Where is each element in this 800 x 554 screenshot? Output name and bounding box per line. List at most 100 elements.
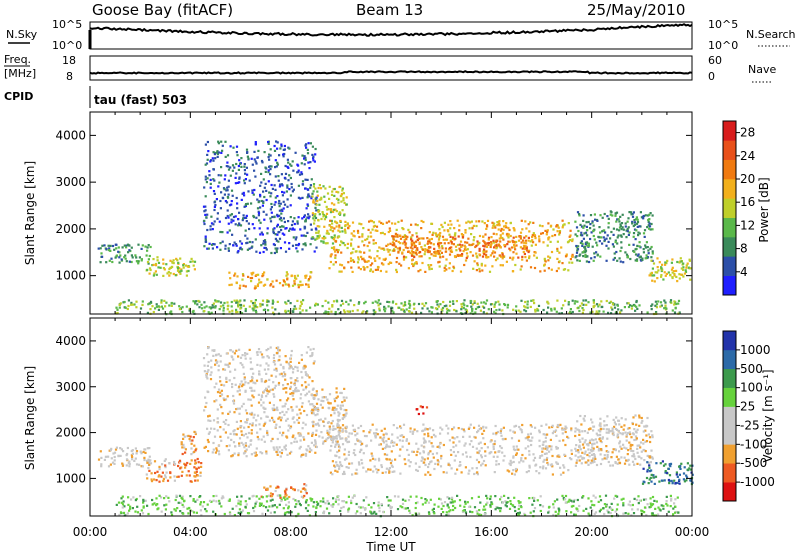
data-cell [220,174,223,177]
data-cell [305,207,308,210]
data-cell [286,417,289,420]
data-cell [324,214,327,217]
data-cell [273,149,277,152]
data-cell [193,450,196,453]
data-cell [123,244,126,247]
data-cell [448,246,451,250]
data-cell [376,433,379,436]
data-cell [466,304,469,308]
data-cell [414,502,418,505]
data-cell [269,346,272,349]
data-cell [521,258,524,261]
data-cell [493,225,496,228]
data-cell [304,454,308,457]
data-cell [496,430,499,434]
data-cell [289,194,292,197]
data-cell [659,462,662,465]
data-cell [276,406,279,409]
data-cell [341,464,344,468]
data-cell [615,211,619,214]
data-cell [318,234,321,237]
data-cell [279,147,282,150]
data-cell [204,175,207,178]
data-cell [632,235,635,238]
noise-tick-left-bottom: 10^0 [52,39,82,52]
data-cell [611,464,614,467]
data-cell [372,239,375,242]
data-cell [333,409,336,412]
data-cell [338,456,341,459]
power-colorbar-frame [722,120,737,296]
data-cell [243,299,246,302]
data-cell [232,400,235,403]
data-cell [312,201,315,204]
data-cell [458,224,461,227]
data-cell [452,267,456,270]
data-cell [261,299,265,302]
data-cell [300,453,303,457]
data-cell [290,349,293,353]
data-cell [276,163,279,166]
data-cell [513,431,516,434]
data-cell [580,462,583,465]
data-cell [629,447,632,450]
data-cell [446,432,450,435]
data-cell [287,362,290,365]
data-cell [603,238,606,241]
data-cell [415,261,418,264]
data-cell [314,302,317,305]
data-cell [643,229,647,232]
data-cell [389,462,393,465]
data-cell [547,236,550,240]
data-cell [191,439,194,442]
data-cell [573,302,576,305]
data-cell [496,224,499,227]
data-cell [354,512,357,515]
data-cell [156,256,159,259]
data-cell [141,303,144,306]
data-cell [260,199,263,203]
data-cell [334,311,337,314]
data-cell [458,440,461,443]
data-cell [616,428,619,431]
data-cell [647,220,650,223]
data-cell [509,502,513,505]
ytick-label: 4000 [55,128,86,142]
data-cell [619,223,622,226]
data-cell [236,275,239,278]
data-cell [587,244,590,247]
data-cell [648,225,652,228]
data-cell [350,462,354,465]
data-cell [265,372,268,375]
data-cell [314,213,317,216]
data-cell [469,221,472,224]
data-cell [141,465,144,468]
data-cell [575,251,579,254]
data-cell [163,459,166,462]
data-cell [544,433,547,436]
data-cell [479,309,482,312]
data-cell [185,474,188,477]
data-cell [135,463,139,466]
data-cell [320,431,323,434]
data-cell [494,226,497,229]
data-cell [623,306,626,309]
data-cell [528,453,531,456]
data-cell [443,266,446,269]
data-cell [391,470,394,473]
data-cell [529,511,532,514]
data-cell [490,241,493,244]
data-cell [275,165,278,168]
data-cell [646,503,649,506]
data-cell [597,500,600,503]
data-cell [576,249,579,252]
data-cell [509,249,512,252]
data-cell [260,172,263,175]
data-cell [451,428,454,431]
data-cell [447,427,450,430]
data-cell [206,364,209,367]
data-cell [509,256,512,259]
data-cell [598,303,601,306]
data-cell [635,305,638,308]
data-cell [532,453,535,456]
